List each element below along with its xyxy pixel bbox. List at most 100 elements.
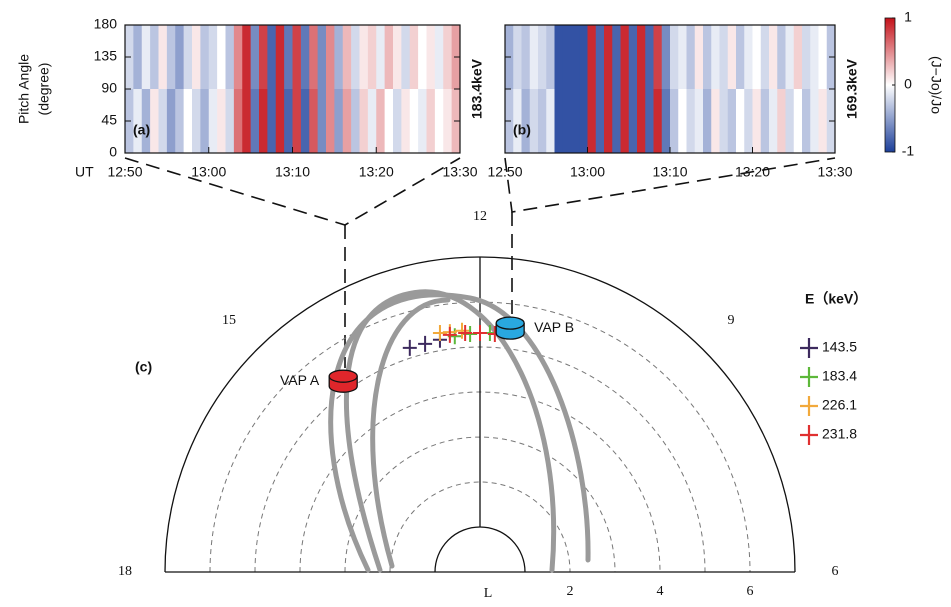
heatmap-cell [546,25,555,89]
heatmap-cell [393,89,402,153]
satellite-top [328,369,358,383]
y-tick-label: 0 [109,144,117,160]
heatmap-cell [166,89,176,153]
connector-lines [124,157,836,368]
heatmap-cell [785,25,795,89]
colorbar-tick-label: 1 [904,9,912,25]
heatmap-cell [529,89,539,153]
heatmap-cell [769,25,778,89]
heatmap-cell [267,25,277,89]
heatmap-cell [309,89,319,153]
heatmap-cell [628,25,638,89]
heatmap-cell [818,25,828,89]
heatmap-cell [401,89,411,153]
x-tick-label: 12:50 [107,164,142,180]
heatmap-cell [620,89,630,153]
heatmap-cell [242,89,252,153]
heatmap-cell [200,25,210,89]
x-tick-label: 13:30 [442,164,477,180]
x-tick-label: 13:00 [191,164,226,180]
heatmap-cell [645,25,654,89]
heatmap-cell [208,25,218,89]
heatmap-cell [367,25,377,89]
heatmap-cell [579,89,588,153]
heatmap-cell [777,25,786,89]
heatmap-cell [802,25,811,89]
heatmap-cell [571,25,580,89]
r-tick-label: 4 [657,584,664,599]
heatmap-cell [217,89,226,153]
heatmap-cell [670,89,679,153]
heatmap-cell [546,89,555,153]
heatmap-cell [529,25,539,89]
heatmap-cell [694,89,704,153]
heatmap-cell [284,89,293,153]
x-tick-label: 12:50 [487,164,522,180]
panel-label: (b) [513,122,531,138]
satellite-top [495,316,525,330]
heatmap-cell [292,25,302,89]
heatmap-cell [802,89,811,153]
heatmap-cell [727,25,737,89]
heatmap-cell [554,25,564,89]
heatmap-cell [653,89,663,153]
heatmap-cell [785,89,795,153]
heatmap-cell [719,25,729,89]
satellite [495,316,525,340]
y-tick-label: 45 [101,112,117,128]
heatmap-cell [637,89,646,153]
heatmap-cell [200,89,210,153]
heatmap-cell [810,89,819,153]
energy-cross [442,326,457,343]
heatmap-cell [300,25,310,89]
r-axis-label: L [484,586,493,601]
heatmap-cell [150,89,159,153]
heatmap-cell [317,25,327,89]
heatmap-cell [133,25,143,89]
heatmap-cell [359,89,369,153]
energy-label: 183.4keV [469,58,485,119]
satellite-label: VAP A [280,372,320,388]
heatmap-cell [376,89,386,153]
legend-marker [800,338,818,358]
x-tick-label: 13:30 [817,164,852,180]
heatmap-cell [645,89,654,153]
heatmap-cell [587,89,597,153]
heatmap-cell [192,25,201,89]
heatmap-cell [326,89,335,153]
heatmap-cell [275,25,285,89]
heatmap-cell [744,25,753,89]
heatmap-cell [604,89,613,153]
heatmap-cell [513,89,522,153]
panel-label: (a) [133,122,150,138]
heatmap-cell [141,89,151,153]
heatmap-cell [711,89,720,153]
heatmap-cell [384,89,394,153]
heatmap-cell [818,89,828,153]
heatmap-cell [554,89,564,153]
energy-cross [418,335,433,352]
heatmap-cell [384,25,394,89]
heatmap-cell [418,25,427,89]
panel-label: (c) [135,359,152,375]
legend-label: 143.5 [822,339,857,355]
heatmap-cell [342,25,352,89]
heatmap-cell [513,25,522,89]
heatmap-cell [158,89,168,153]
energy-label: 169.3keV [844,58,860,119]
heatmap-cell [769,89,778,153]
heatmap-cell [351,25,360,89]
heatmap-cell [376,25,386,89]
heatmap-cell [793,25,803,89]
legend-label: 226.1 [822,397,857,413]
heatmap-cell [752,25,762,89]
heatmap-cell [409,25,419,89]
satellite-label: VAP B [534,319,574,335]
heatmap-cell [317,89,327,153]
heatmap-cell [653,25,663,89]
heatmap-cell [760,25,770,89]
legend-label: 183.4 [822,368,857,384]
heatmap-cell [719,89,729,153]
heatmap-cell [443,89,453,153]
